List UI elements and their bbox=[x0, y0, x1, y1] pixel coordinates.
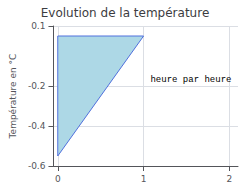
svg-text:0: 0 bbox=[55, 174, 61, 184]
svg-text:Evolution de la température: Evolution de la température bbox=[41, 6, 210, 20]
svg-text:-0.4: -0.4 bbox=[28, 121, 46, 131]
svg-text:-0.6: -0.6 bbox=[28, 161, 46, 171]
svg-text:0.1: 0.1 bbox=[31, 21, 45, 31]
svg-text:heure par heure: heure par heure bbox=[150, 75, 231, 85]
svg-text:1: 1 bbox=[141, 174, 147, 184]
svg-text:-0.2: -0.2 bbox=[28, 81, 46, 91]
svg-text:Température en °C: Température en °C bbox=[8, 54, 18, 140]
svg-text:2: 2 bbox=[227, 174, 233, 184]
